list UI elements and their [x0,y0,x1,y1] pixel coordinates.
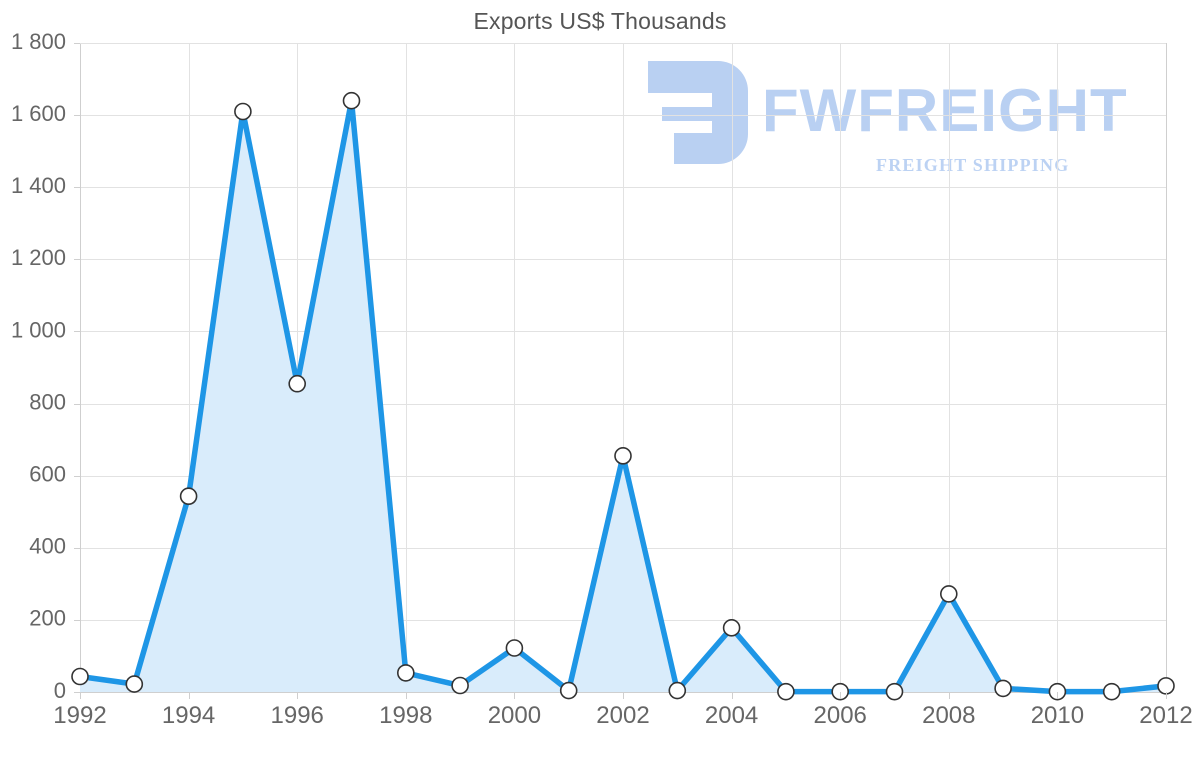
x-tick-label: 2008 [922,702,975,729]
series-markers[interactable] [71,91,1175,701]
x-tick-label: 1996 [271,702,324,729]
data-point-marker[interactable] [505,639,524,657]
data-point-marker[interactable] [614,447,632,465]
data-point-marker[interactable] [885,682,904,701]
data-point-marker[interactable] [939,585,958,603]
data-point-marker[interactable] [1102,682,1121,701]
y-tick-label: 400 [29,534,66,559]
x-tick-label: 2006 [814,702,867,729]
data-point-marker[interactable] [396,664,415,682]
x-tick-label: 2010 [1031,702,1084,729]
y-tick-label: 200 [29,606,66,631]
x-axis: 1992 1994 1996 1998 2000 2002 2004 2006 2008 2010… [53,692,1193,729]
y-tick-label: 800 [29,389,66,414]
x-tick-label: 1994 [162,702,215,729]
data-point-marker[interactable] [1048,682,1067,701]
data-point-marker[interactable] [234,102,252,121]
y-tick-label: 600 [29,461,66,486]
data-point-marker[interactable] [1157,677,1175,695]
data-point-marker[interactable] [668,681,687,700]
data-point-marker[interactable] [722,619,741,637]
y-tick-label: 1 800 [11,29,66,54]
data-point-marker[interactable] [288,374,307,393]
x-tick-label: 2012 [1139,702,1192,729]
x-tick-label: 2002 [596,702,649,729]
data-point-marker[interactable] [342,91,361,110]
x-tick-label: 1998 [379,702,432,729]
y-tick-label: 1 600 [11,101,66,126]
y-tick-label: 1 400 [11,173,66,198]
data-point-marker[interactable] [71,667,89,686]
y-axis: 0 200 400 600 800 1 000 1 200 1 400 1 600 1 800 [11,29,80,703]
data-point-marker[interactable] [179,487,198,506]
data-point-marker[interactable] [451,676,469,695]
data-point-marker[interactable] [559,681,578,700]
x-tick-label: 1992 [53,702,106,729]
y-tick-label: 1 200 [11,245,66,270]
data-point-marker[interactable] [994,679,1012,698]
chart-title: Exports US$ Thousands [473,8,727,34]
x-tick-label: 2004 [705,702,758,729]
data-point-marker[interactable] [777,682,795,701]
data-point-marker[interactable] [831,682,850,701]
y-tick-label: 1 000 [11,317,66,342]
y-tick-label: 0 [54,678,66,703]
x-tick-label: 2000 [488,702,541,729]
data-point-marker[interactable] [125,675,144,693]
series-area-fill [80,100,1166,692]
